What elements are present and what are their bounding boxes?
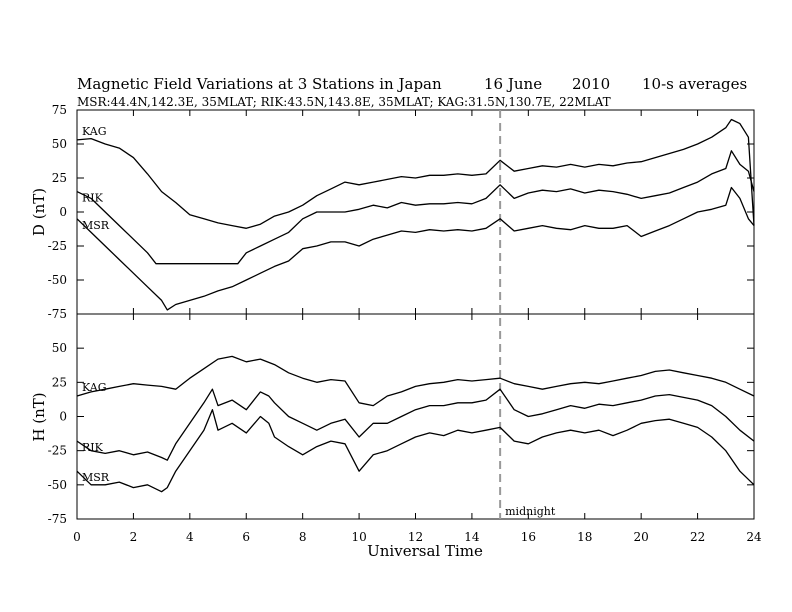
- series-line-0-rik: [76, 150, 755, 265]
- x-tick-label: 4: [186, 530, 194, 544]
- panel-h-frame: [76, 313, 755, 520]
- x-tick-label: 18: [577, 530, 592, 544]
- labels-layer: KAG RIK MSR midnight KAG RIK MSR: [82, 125, 556, 518]
- chart-date: 16 June: [484, 75, 542, 93]
- series-line-0-kag: [76, 118, 755, 229]
- series-label-kag: KAG: [82, 381, 107, 394]
- y-axis-label-h: H (nT): [30, 392, 48, 441]
- y-tick-label: 50: [52, 137, 67, 151]
- y-tick-label: 50: [52, 341, 67, 355]
- midnight-label: midnight: [505, 505, 556, 518]
- series-label-msr: MSR: [82, 219, 110, 232]
- series-line-1-msr: [76, 409, 755, 493]
- y-tick-label: -50: [48, 478, 67, 492]
- y-tick-label: 0: [59, 410, 67, 424]
- y-tick-label: 75: [52, 103, 67, 117]
- y-tick-label: -25: [48, 239, 67, 253]
- x-tick-label: 0: [73, 530, 81, 544]
- y-axis-label-d: D (nT): [30, 188, 48, 236]
- x-tick-label: 10: [351, 530, 366, 544]
- y-tick-label: 0: [59, 205, 67, 219]
- chart-title: Magnetic Field Variations at 3 Stations …: [77, 75, 442, 93]
- x-tick-label: 22: [690, 530, 705, 544]
- y-tick-label: -50: [48, 273, 67, 287]
- series-label-kag: KAG: [82, 125, 107, 138]
- y-tick-label: 25: [52, 171, 67, 185]
- x-tick-label: 6: [242, 530, 250, 544]
- series-layer: [76, 118, 755, 493]
- series-label-rik: RIK: [82, 441, 104, 454]
- x-tick-label: 16: [521, 530, 536, 544]
- series-line-1-rik: [76, 388, 755, 461]
- x-tick-label: 14: [464, 530, 480, 544]
- y-tick-label: -75: [48, 512, 67, 526]
- series-label-rik: RIK: [82, 192, 104, 205]
- y-tick-label: -25: [48, 444, 67, 458]
- x-tick-label: 20: [634, 530, 649, 544]
- chart-averaging: 10-s averages: [642, 75, 747, 93]
- chart-year: 2010: [572, 75, 610, 93]
- series-line-1-kag: [76, 355, 755, 407]
- x-tick-label: 12: [408, 530, 423, 544]
- panel-d-frame: [76, 109, 755, 315]
- x-tick-label: 24: [746, 530, 762, 544]
- series-label-msr: MSR: [82, 471, 110, 484]
- y-tick-label: -75: [48, 307, 67, 321]
- x-tick-label: 2: [130, 530, 138, 544]
- x-axis-label: Universal Time: [367, 542, 483, 560]
- stations-info: MSR:44.4N,142.3E, 35MLAT; RIK:43.5N,143.…: [77, 95, 611, 109]
- y-tick-label: 25: [52, 375, 67, 389]
- x-tick-label: 8: [299, 530, 307, 544]
- series-line-0-msr: [76, 186, 755, 311]
